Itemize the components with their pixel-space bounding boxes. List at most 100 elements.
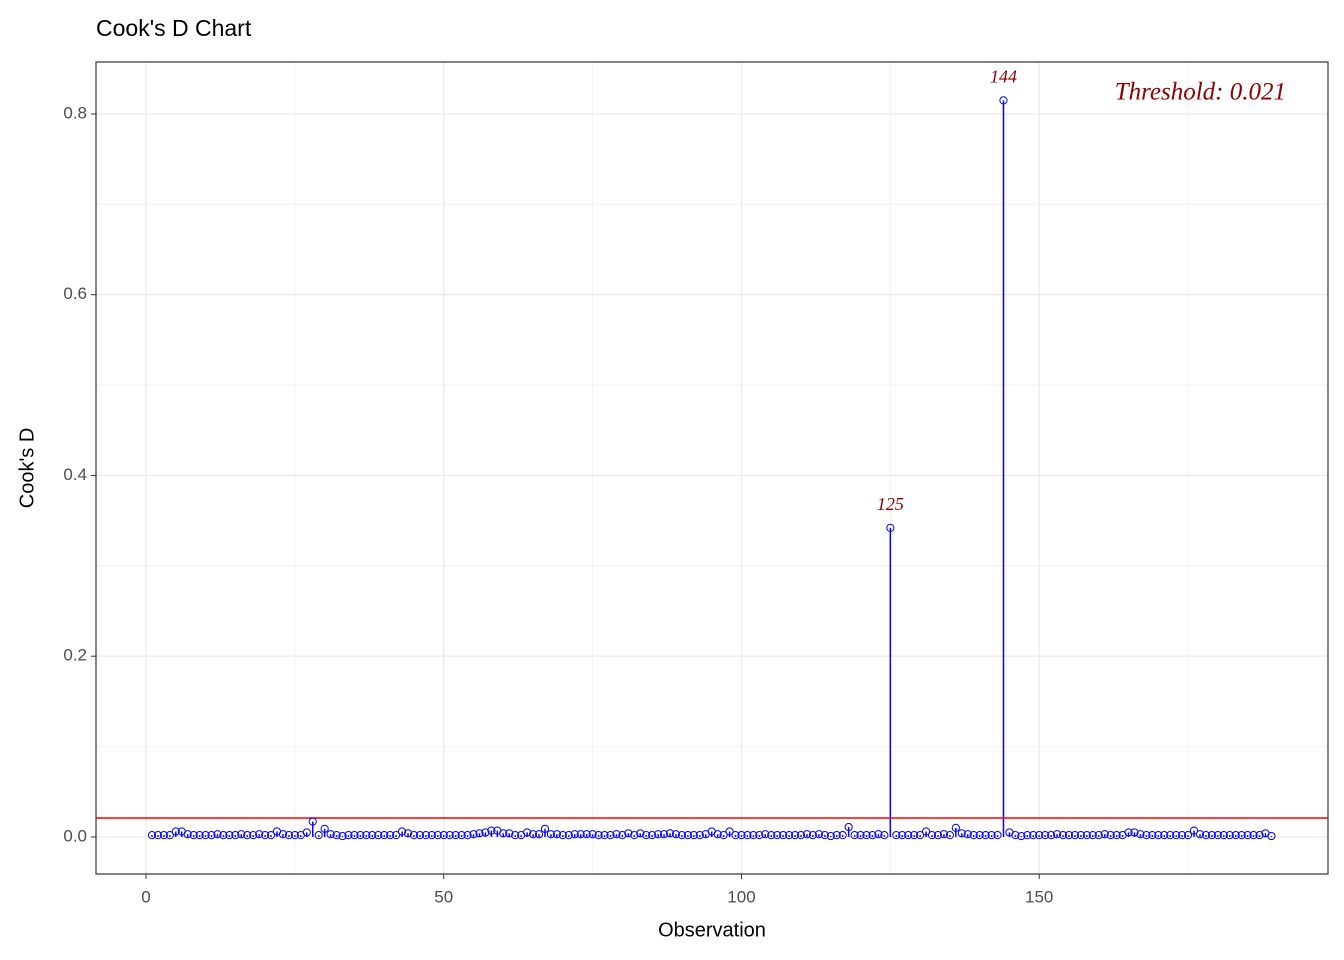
point <box>201 831 210 840</box>
point <box>737 831 746 840</box>
point <box>945 831 954 840</box>
point <box>648 831 657 840</box>
point <box>409 831 419 840</box>
point <box>1237 831 1246 840</box>
point <box>630 831 639 840</box>
point <box>790 831 800 840</box>
point-label: 144 <box>990 67 1017 87</box>
point <box>344 831 353 840</box>
point <box>511 831 520 840</box>
point <box>808 831 818 840</box>
point <box>820 831 829 840</box>
point <box>1183 831 1193 840</box>
point <box>1106 831 1115 840</box>
point <box>880 831 889 840</box>
point <box>683 831 692 840</box>
point <box>814 830 823 839</box>
point <box>999 96 1008 105</box>
point <box>886 523 895 532</box>
point <box>1064 831 1074 840</box>
point <box>534 830 544 839</box>
point <box>380 831 389 840</box>
point <box>290 831 299 840</box>
point <box>1112 831 1121 840</box>
point <box>677 831 687 840</box>
point <box>356 831 365 840</box>
point <box>147 831 157 840</box>
chart-title: Cook's D Chart <box>96 15 252 41</box>
point <box>1058 831 1068 840</box>
point <box>350 831 359 840</box>
point <box>1195 830 1205 839</box>
point <box>802 830 812 839</box>
point <box>1047 831 1056 840</box>
point <box>755 831 764 840</box>
point <box>445 831 454 840</box>
point <box>969 831 978 840</box>
point <box>576 830 585 839</box>
point <box>1166 831 1175 840</box>
point <box>1088 831 1097 840</box>
panel-border <box>95 61 1329 875</box>
point <box>993 831 1002 840</box>
point <box>415 831 425 840</box>
point <box>1249 831 1258 840</box>
y-tick-label: 0.6 <box>63 284 87 303</box>
point <box>261 831 270 840</box>
point <box>939 830 949 839</box>
point <box>588 830 597 839</box>
point <box>981 831 990 840</box>
point <box>433 831 442 840</box>
point <box>636 829 645 838</box>
point <box>642 831 651 840</box>
point <box>469 830 478 839</box>
point <box>403 829 413 838</box>
point <box>916 831 925 840</box>
point <box>386 831 395 840</box>
y-axis-label: Cook's D <box>16 428 38 509</box>
point <box>320 824 329 833</box>
point <box>499 829 508 838</box>
point <box>1136 830 1145 839</box>
point <box>654 830 663 839</box>
point <box>796 831 806 840</box>
point <box>219 831 228 840</box>
point <box>546 830 556 839</box>
point <box>868 831 877 840</box>
point <box>302 828 311 837</box>
x-tick-label: 0 <box>141 887 150 906</box>
point <box>719 831 728 840</box>
point <box>1100 830 1109 839</box>
point <box>427 831 436 840</box>
point <box>1070 831 1080 840</box>
point <box>314 831 323 840</box>
point <box>523 828 532 837</box>
point <box>785 831 794 840</box>
point <box>505 829 514 838</box>
point <box>898 831 907 840</box>
point <box>671 830 681 839</box>
point <box>1178 831 1187 840</box>
point <box>231 831 240 840</box>
point <box>255 830 264 839</box>
y-tick-label: 0.8 <box>63 103 87 122</box>
point <box>1219 831 1228 840</box>
point <box>338 831 347 841</box>
point <box>278 830 288 839</box>
point <box>624 829 633 838</box>
point <box>1231 831 1240 840</box>
point <box>832 831 841 840</box>
point <box>195 831 204 840</box>
point <box>439 831 448 840</box>
point <box>1035 831 1044 840</box>
point-label: 125 <box>877 494 904 514</box>
threshold-label: Threshold: 0.021 <box>1115 79 1286 106</box>
point <box>207 831 216 840</box>
point <box>564 831 573 840</box>
plot-area: 0 50 100 150 0.0 0.2 0.4 0.6 0.8 125 144 Threshold:… <box>63 61 1329 906</box>
point <box>1082 831 1091 840</box>
point <box>951 823 960 833</box>
y-tick-label: 0.4 <box>63 465 87 484</box>
point <box>582 830 591 839</box>
